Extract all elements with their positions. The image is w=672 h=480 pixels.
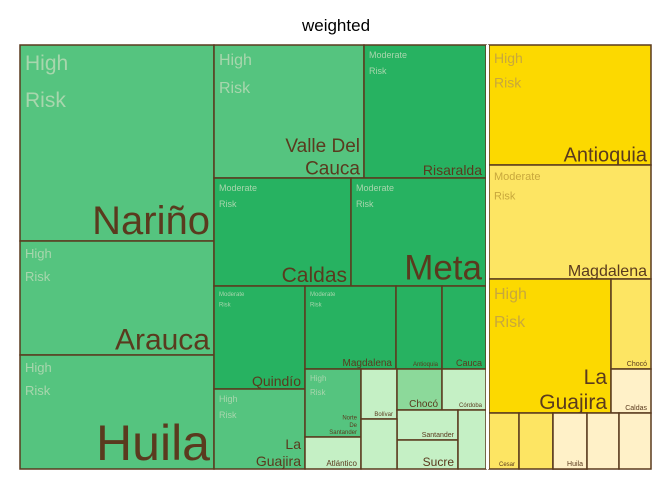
- risk-label-arauca: High Risk: [25, 246, 52, 284]
- treemap-cell-la-guajira-y: [488, 278, 612, 414]
- treemap-cell-la-guajira-g: [213, 388, 306, 470]
- risk-label-meta: Moderate Risk: [356, 183, 394, 209]
- group-yellow: High Risk Antioquia Moderate Risk Magdalena Hi…: [488, 44, 652, 470]
- label-antioquia-g: Antioquia: [413, 362, 439, 368]
- risk-label-huila: High Risk: [25, 360, 52, 398]
- treemap-cell-cesar: [488, 412, 520, 470]
- label-bolivar: Bolívar: [374, 412, 393, 418]
- label-caldas: Caldas: [282, 264, 347, 287]
- risk-label-norte-de-santander: High Risk: [310, 374, 327, 397]
- risk-label-magdalena-y: Moderate Risk: [494, 171, 540, 202]
- chart-title: weighted: [301, 16, 371, 35]
- label-huila: Huila: [96, 415, 210, 471]
- label-la-guajira-g: La Guajira: [256, 436, 301, 469]
- treemap-cell-magdalena-y: [488, 164, 652, 280]
- treemap-cell-y-small-6: [618, 412, 652, 470]
- treemap-cell-extra-0: [360, 418, 398, 470]
- treemap-cell-huila: [19, 354, 215, 470]
- label-huila-y: Huila: [567, 461, 583, 468]
- treemap-cell-y-small-2: [518, 412, 554, 470]
- risk-label-quindio: Moderate Risk: [219, 292, 245, 309]
- label-risaralda: Risaralda: [423, 162, 482, 178]
- label-cordoba: Córdoba: [459, 403, 483, 409]
- risk-label-magdalena-g: Moderate Risk: [310, 292, 336, 309]
- label-meta: Meta: [404, 249, 482, 288]
- treemap-cell-antioquia-y: [488, 44, 652, 166]
- label-sucre: Sucre: [423, 455, 455, 469]
- label-santander: Santander: [422, 432, 455, 439]
- risk-label-narino: High Risk: [25, 52, 68, 112]
- label-caldas-y: Caldas: [625, 405, 647, 412]
- treemap-cell-quindio: [213, 285, 306, 390]
- treemap-cell-y-small-5: [586, 412, 620, 470]
- risk-label-antioquia-y: High Risk: [494, 50, 523, 91]
- treemap-cell-meta: [350, 177, 487, 287]
- label-antioquia-y: Antioquia: [564, 144, 648, 166]
- label-choco-y: Chocó: [627, 361, 647, 368]
- label-atlantico: Atlántico: [326, 459, 357, 468]
- label-arauca: Arauca: [115, 324, 210, 357]
- label-la-guajira-y: La Guajira: [539, 366, 607, 414]
- label-cauca: Cauca: [456, 358, 482, 368]
- risk-label-risaralda: Moderate Risk: [369, 50, 407, 76]
- label-norte-de-santander: Norte De Santander: [329, 416, 357, 436]
- label-quindio: Quindío: [252, 373, 301, 389]
- risk-label-caldas: Moderate Risk: [219, 183, 257, 209]
- group-green: High Risk Nariño High Risk Arauca High Risk Huil…: [19, 44, 487, 471]
- treemap-cell-cauca: [441, 285, 487, 370]
- treemap-cell-cordoba: [441, 368, 487, 411]
- treemap-cell-risaralda: [363, 44, 487, 179]
- treemap-cell-choco-y: [610, 278, 652, 370]
- risk-label-la-guajira-y: High Risk: [494, 286, 527, 331]
- risk-label-valle-del-cauca: High Risk: [219, 52, 252, 97]
- label-magdalena-g: Magdalena: [343, 358, 393, 369]
- label-choco-g: Chocó: [409, 399, 438, 410]
- group-separator: [486, 45, 489, 469]
- treemap-cell-extra-1: [457, 409, 487, 470]
- label-valle-del-cauca: Valle Del Cauca: [285, 136, 360, 180]
- treemap-cell-antioquia-g: [395, 285, 443, 370]
- treemap-cell-magdalena-g: [304, 285, 397, 370]
- label-cesar: Cesar: [499, 462, 515, 468]
- treemap-cell-atlantico: [304, 436, 362, 470]
- label-magdalena-y: Magdalena: [568, 263, 647, 280]
- label-narino: Nariño: [92, 199, 210, 243]
- risk-label-la-guajira-g: High Risk: [219, 394, 238, 420]
